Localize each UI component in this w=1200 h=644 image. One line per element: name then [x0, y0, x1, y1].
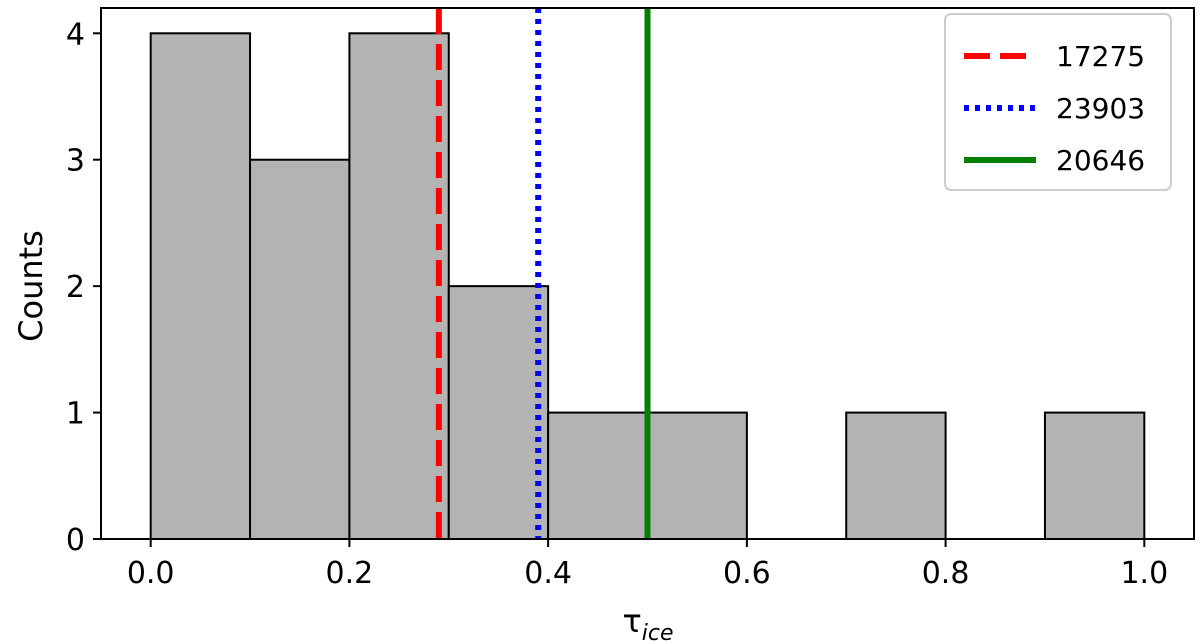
x-tick-label: 0.2 [326, 556, 374, 591]
plot-frame [100, 7, 1195, 540]
legend-label: 17275 [1056, 40, 1145, 73]
histogram-bar [447, 285, 550, 540]
legend-label: 23903 [1056, 92, 1145, 125]
histogram-bar [1043, 411, 1146, 541]
histogram-bar [646, 411, 748, 541]
x-axis-label: τice [622, 602, 673, 644]
x-tick-label: 0.4 [524, 556, 572, 591]
histogram-bar [547, 411, 649, 541]
x-tick-label: 0.0 [127, 556, 175, 591]
histogram-bar [249, 158, 351, 540]
x-axis: 0.0 0.2 0.4 0.6 0.8 1.0 [127, 539, 1168, 591]
y-tick-label: 1 [66, 397, 85, 432]
histogram-bar [348, 32, 450, 541]
x-tick-label: 0.8 [922, 556, 970, 591]
y-tick-label: 3 [66, 144, 85, 179]
reference-lines [435, 8, 651, 539]
histogram-bar [845, 411, 947, 541]
y-axis-label: Counts [12, 230, 50, 342]
y-axis: 0 1 2 3 4 [66, 17, 101, 558]
legend: 17275 23903 20646 [944, 13, 1172, 191]
y-tick-label: 2 [66, 270, 85, 305]
histogram-bar [149, 32, 252, 541]
x-tick-label: 0.6 [723, 556, 771, 591]
y-tick-label: 0 [66, 523, 85, 558]
x-tick-label: 1.0 [1120, 556, 1168, 591]
x-axis-label-subscript: ice [642, 621, 674, 644]
histogram-bars [149, 32, 1146, 541]
legend-label: 20646 [1056, 144, 1145, 177]
y-tick-label: 4 [66, 17, 85, 52]
x-axis-label-symbol: τ [622, 602, 641, 640]
